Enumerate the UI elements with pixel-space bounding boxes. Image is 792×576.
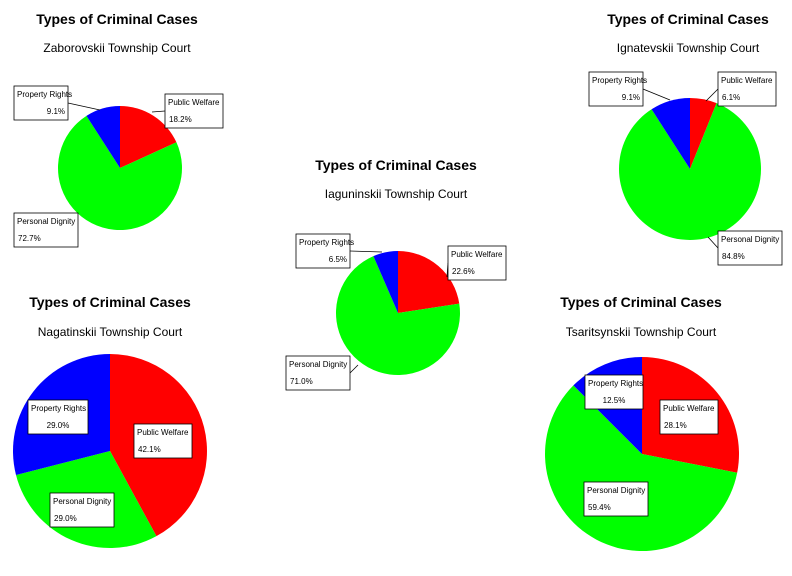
slice-label-box [13,85,69,121]
pie-slice-public-welfare [120,106,177,168]
slice-label-property-rights: Property Rights [31,404,86,413]
slice-label-box [447,245,507,281]
slice-label-property-rights: Property Rights [17,90,72,99]
slice-label-box [285,355,351,391]
slice-label-box [584,374,644,410]
slice-percent-property-rights: 29.0% [47,421,70,430]
chart-title: Types of Criminal Cases [36,11,198,27]
leader-line [705,88,719,102]
leader-line [67,102,101,111]
chart-title: Types of Criminal Cases [560,294,722,310]
slice-percent-public-welfare: 42.1% [138,445,161,454]
slice-label-box [133,423,193,459]
slice-percent-personal-dignity: 71.0% [290,377,313,386]
slice-label-public-welfare: Public Welfare [663,404,715,413]
slice-label-property-rights: Property Rights [299,238,354,247]
pie-slice-public-welfare [398,251,460,313]
slice-percent-personal-dignity: 59.4% [588,503,611,512]
slice-label-personal-dignity: Personal Dignity [53,497,111,506]
slice-label-box [717,71,777,107]
slice-label-box [49,492,115,528]
slice-percent-personal-dignity: 84.8% [722,252,745,261]
chart-subtitle: Nagatinskii Township Court [38,325,183,339]
chart-subtitle: Iaguninskii Township Court [325,187,468,201]
leader-line [349,250,383,253]
slice-percent-property-rights: 9.1% [622,93,640,102]
slice-label-box [659,399,719,435]
slice-label-box [295,233,351,269]
pie-slice-property-rights [651,98,690,169]
slice-label-public-welfare: Public Welfare [168,98,220,107]
slice-label-box [27,399,89,435]
chart-title: Types of Criminal Cases [29,294,191,310]
leader-line [349,364,359,374]
slice-label-public-welfare: Public Welfare [451,250,503,259]
slice-label-box [13,212,79,248]
leader-line [642,88,671,101]
slice-label-property-rights: Property Rights [592,76,647,85]
slice-percent-public-welfare: 28.1% [664,421,687,430]
slice-label-box [588,71,644,107]
slice-label-public-welfare: Public Welfare [721,76,773,85]
slice-label-box [583,481,649,517]
pie-chart-ignatevskii: Types of Criminal Cases Ignatevskii Towns… [588,11,783,266]
slice-percent-property-rights: 9.1% [47,107,65,116]
pie-slice-public-welfare [690,98,717,169]
slice-percent-public-welfare: 6.1% [722,93,740,102]
slice-label-box [164,93,224,129]
pie-chart-nagatinskii: Types of Criminal Cases Nagatinskii Towns… [12,294,207,549]
slice-percent-personal-dignity: 72.7% [18,234,41,243]
pie-chart-iaguninskii: Types of Criminal Cases Iaguninskii Towns… [285,157,507,391]
slice-label-personal-dignity: Personal Dignity [289,360,347,369]
chart-subtitle: Tsaritsynskii Township Court [566,325,717,339]
slice-label-property-rights: Property Rights [588,379,643,388]
pie-slice-personal-dignity [335,256,460,376]
chart-subtitle: Zaborovskii Township Court [43,41,191,55]
leader-line [707,236,719,249]
slice-percent-property-rights: 6.5% [329,255,347,264]
pie-slice-property-rights [86,106,120,168]
slice-percent-public-welfare: 18.2% [169,115,192,124]
pie-slice-personal-dignity [58,115,183,230]
slice-label-personal-dignity: Personal Dignity [17,217,75,226]
chart-subtitle: Ignatevskii Township Court [617,41,760,55]
slice-percent-public-welfare: 22.6% [452,267,475,276]
slice-label-personal-dignity: Personal Dignity [721,235,779,244]
chart-title: Types of Criminal Cases [315,157,477,173]
slice-percent-personal-dignity: 29.0% [54,514,77,523]
pie-slice-personal-dignity [618,103,761,240]
slice-label-box [717,230,783,266]
slice-label-personal-dignity: Personal Dignity [587,486,645,495]
slice-label-public-welfare: Public Welfare [137,428,189,437]
pie-slice-property-rights [373,251,398,313]
pie-chart-zaborovskii: Types of Criminal Cases Zaborovskii Towns… [13,11,224,248]
pie-chart-tsaritsynskii: Types of Criminal Cases Tsaritsynskii Tow… [545,294,740,551]
leader-line [151,110,166,113]
chart-title: Types of Criminal Cases [607,11,769,27]
slice-percent-property-rights: 12.5% [603,396,626,405]
